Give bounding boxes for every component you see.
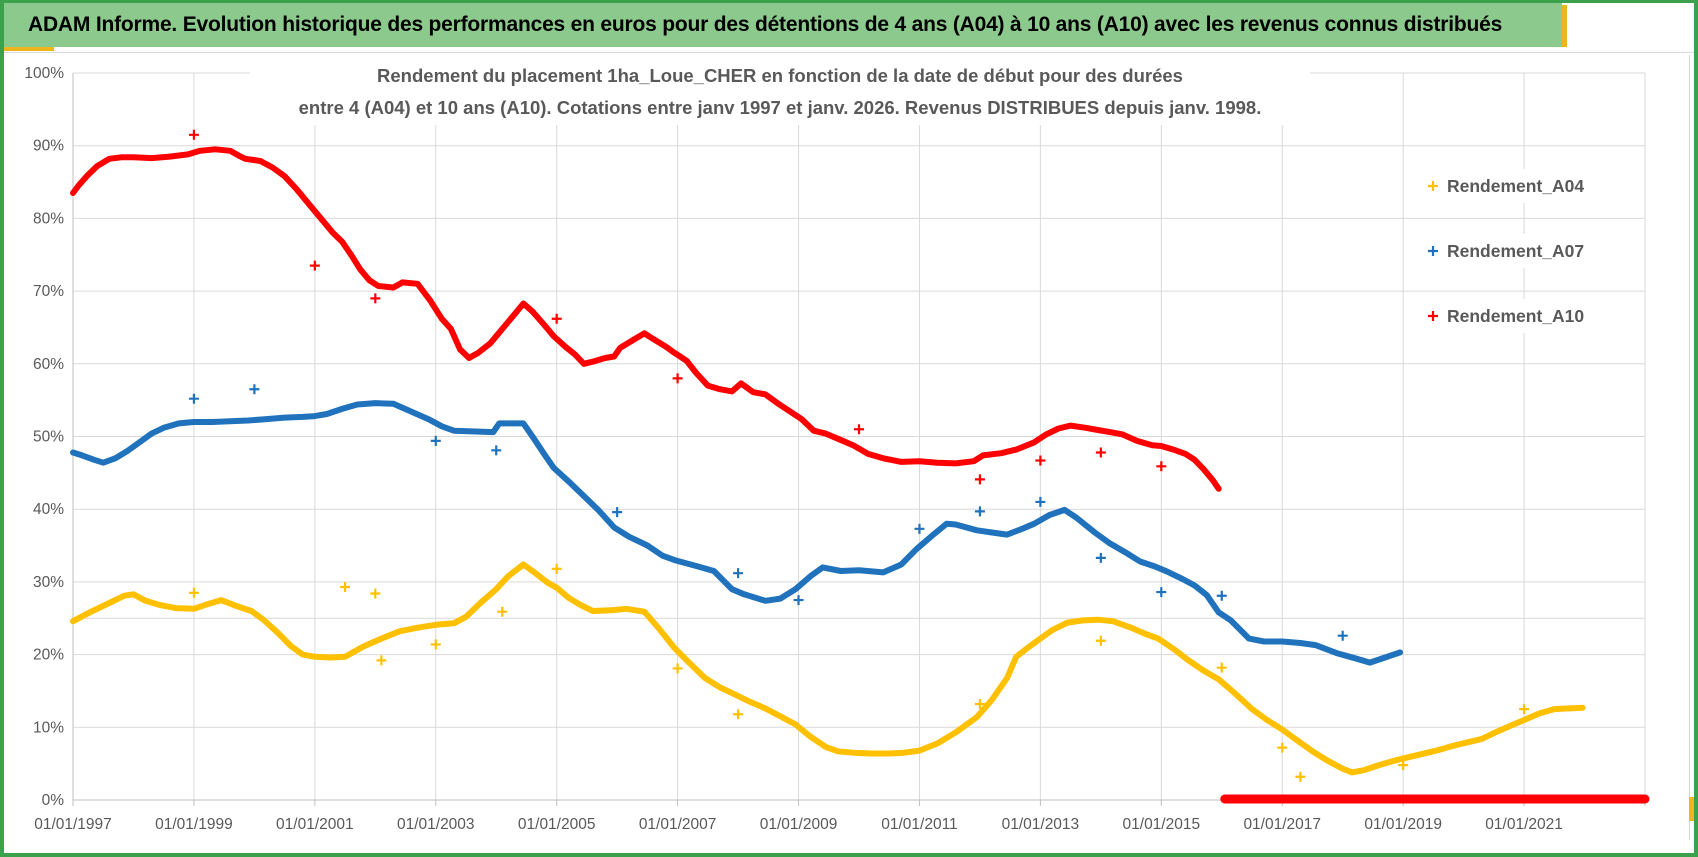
x-axis-label: 01/01/2015 bbox=[1123, 816, 1201, 833]
frame-border-right bbox=[1694, 0, 1698, 857]
y-axis-label: 20% bbox=[33, 647, 64, 664]
x-axis-label: 01/01/2009 bbox=[760, 816, 838, 833]
frame-border-left bbox=[0, 0, 4, 857]
series-outlier-point bbox=[793, 595, 804, 606]
plus-icon bbox=[1428, 181, 1438, 191]
series-outlier-point bbox=[1216, 590, 1227, 601]
series-outlier-point bbox=[974, 699, 985, 710]
chart-title-line2: entre 4 (A04) et 10 ans (A10). Cotations… bbox=[298, 97, 1262, 119]
legend-label: Rendement_A07 bbox=[1447, 241, 1584, 261]
right-pane-divider bbox=[1689, 55, 1690, 840]
series-outlier-point bbox=[188, 393, 199, 404]
legend-item-bg bbox=[1420, 299, 1598, 333]
series-outlier-point bbox=[733, 709, 744, 720]
series-outlier-point bbox=[1095, 447, 1106, 458]
series-outlier-point bbox=[430, 639, 441, 650]
y-axis-label: 90% bbox=[33, 138, 64, 155]
y-axis-label: 60% bbox=[33, 356, 64, 373]
series-outlier-point bbox=[309, 260, 320, 271]
series-outlier-point bbox=[370, 293, 381, 304]
x-axis-label: 01/01/1997 bbox=[34, 816, 112, 833]
series-outlier-point bbox=[188, 129, 199, 140]
series-outlier-point bbox=[1277, 742, 1288, 753]
x-axis-label: 01/01/2017 bbox=[1243, 816, 1321, 833]
legend-label: Rendement_A04 bbox=[1447, 176, 1584, 196]
series-line-Rendement_A04 bbox=[70, 561, 1586, 776]
series-outlier-point bbox=[672, 373, 683, 384]
y-axis-label: 0% bbox=[42, 792, 65, 809]
series-outlier-point bbox=[249, 384, 260, 395]
plus-icon bbox=[1428, 311, 1438, 321]
series-outlier-point bbox=[340, 581, 351, 592]
series-outlier-point bbox=[370, 588, 381, 599]
series-outlier-point bbox=[1216, 662, 1227, 673]
legend-item-bg bbox=[1420, 234, 1598, 268]
x-axis-label: 01/01/2011 bbox=[881, 816, 957, 833]
x-axis-label: 01/01/2001 bbox=[276, 816, 354, 833]
header-title: ADAM Informe. Evolution historique des p… bbox=[28, 13, 1503, 36]
gold-accent-header-right bbox=[1562, 5, 1567, 47]
series-outlier-point bbox=[672, 663, 683, 674]
y-axis-label: 100% bbox=[24, 65, 64, 82]
series-outlier-point bbox=[1519, 704, 1530, 715]
x-axis-label: 01/01/2005 bbox=[518, 816, 596, 833]
chart-title-line1: Rendement du placement 1ha_Loue_CHER en … bbox=[377, 65, 1183, 86]
series-outlier-point bbox=[551, 563, 562, 574]
series-outlier-point bbox=[497, 606, 508, 617]
series-outlier-point bbox=[974, 474, 985, 485]
series-outlier-point bbox=[1095, 635, 1106, 646]
x-axis-label: 01/01/1999 bbox=[155, 816, 233, 833]
chart-title: Rendement du placement 1ha_Loue_CHER en … bbox=[250, 60, 1310, 125]
x-axis-label: 01/01/2021 bbox=[1485, 816, 1563, 833]
series-outlier-point bbox=[733, 568, 744, 579]
y-axis-label: 40% bbox=[33, 501, 64, 518]
legend-item-bg bbox=[1420, 169, 1598, 203]
y-axis-label: 30% bbox=[33, 574, 64, 591]
gold-accent-left bbox=[4, 47, 54, 51]
x-axis-label: 01/01/2007 bbox=[639, 816, 717, 833]
x-axis-label: 01/01/2003 bbox=[397, 816, 475, 833]
gold-accent-bottom-right bbox=[1689, 797, 1694, 821]
series-outlier-point bbox=[430, 435, 441, 446]
plus-icon bbox=[1428, 246, 1438, 256]
series-outlier-point bbox=[1035, 496, 1046, 507]
series-line-Rendement_A10 bbox=[70, 146, 1222, 492]
series-outlier-point bbox=[551, 313, 562, 324]
series-outlier-point bbox=[1398, 760, 1409, 771]
series-outlier-point bbox=[1156, 461, 1167, 472]
legend-item-Rendement_A04[interactable]: Rendement_A04 bbox=[1428, 176, 1584, 196]
frame-border-top bbox=[0, 0, 1698, 3]
legend-item-Rendement_A07[interactable]: Rendement_A07 bbox=[1428, 241, 1584, 261]
series-outlier-point bbox=[1295, 771, 1306, 782]
series-outlier-point bbox=[1035, 455, 1046, 466]
series-outlier-point bbox=[491, 445, 502, 456]
y-axis-label: 10% bbox=[33, 719, 64, 736]
y-axis-label: 50% bbox=[33, 429, 64, 446]
series-outlier-point bbox=[188, 587, 199, 598]
series-outlier-point bbox=[376, 655, 387, 666]
series-outlier-point bbox=[612, 507, 623, 518]
header-banner: ADAM Informe. Evolution historique des p… bbox=[4, 3, 1562, 47]
series-outlier-point bbox=[1337, 630, 1348, 641]
series-outlier-point bbox=[974, 506, 985, 517]
y-axis-label: 70% bbox=[33, 283, 64, 300]
frame-border-bottom bbox=[0, 853, 1698, 857]
header-shadow-line bbox=[4, 52, 1694, 53]
series-line-Rendement_A07 bbox=[70, 400, 1404, 666]
legend-label: Rendement_A10 bbox=[1447, 306, 1584, 326]
series-outlier-point bbox=[854, 424, 864, 435]
x-axis-label: 01/01/2019 bbox=[1364, 816, 1442, 833]
series-outlier-point bbox=[1156, 587, 1167, 598]
x-axis-label: 01/01/2013 bbox=[1002, 816, 1080, 833]
legend-item-Rendement_A10[interactable]: Rendement_A10 bbox=[1428, 306, 1584, 326]
y-axis-label: 80% bbox=[33, 210, 64, 227]
series-outlier-point bbox=[1095, 552, 1106, 563]
series-outlier-point bbox=[914, 523, 925, 534]
